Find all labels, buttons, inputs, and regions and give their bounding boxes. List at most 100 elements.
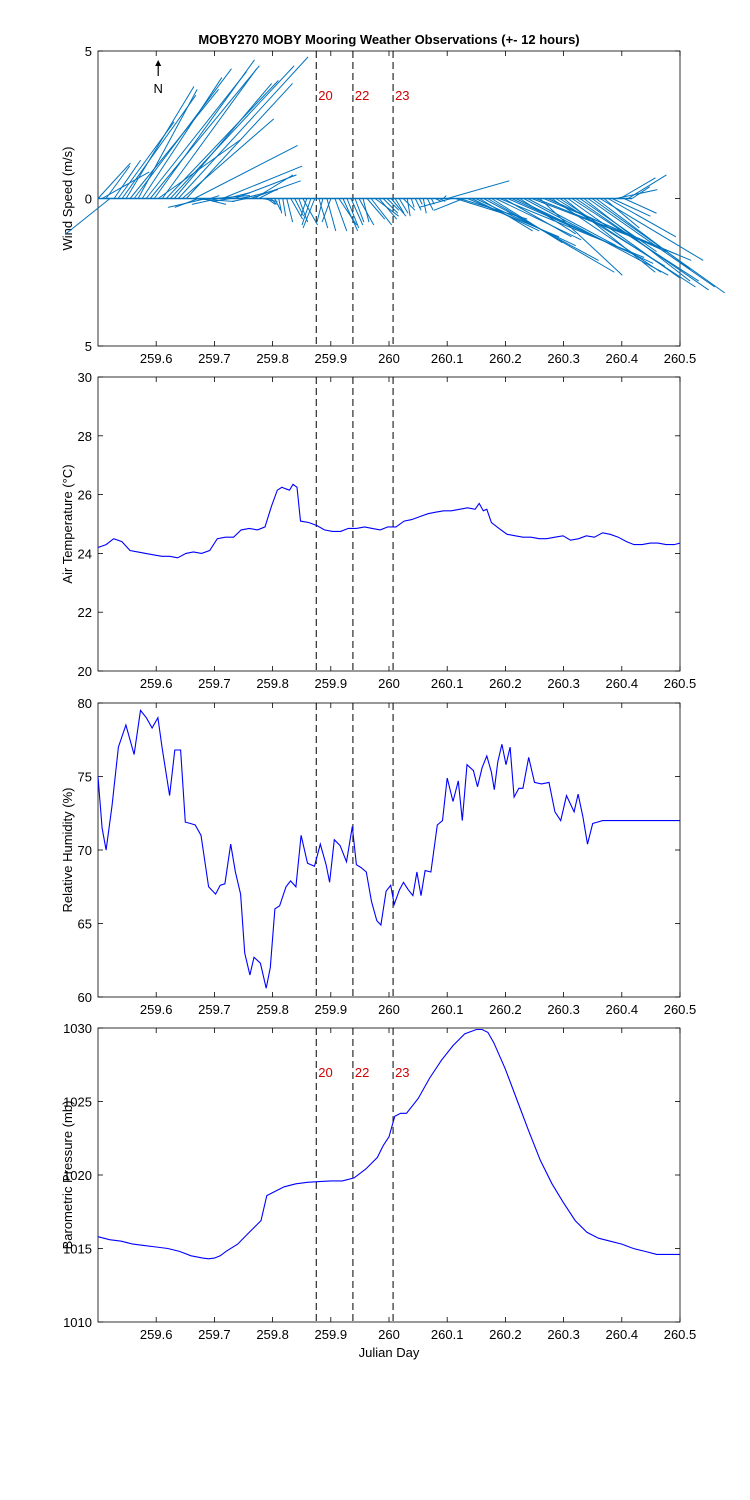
wind-stick	[149, 65, 260, 199]
wind-stick	[623, 198, 657, 214]
wind-stick	[177, 56, 309, 199]
wind-stick	[455, 198, 503, 214]
event-marker-label: 23	[395, 1065, 409, 1080]
wind-stick	[583, 198, 691, 282]
wind-stick	[447, 180, 510, 199]
x-tick-label: 259.8	[256, 676, 289, 691]
series-line	[97, 483, 681, 559]
x-tick-label: 259.7	[198, 676, 231, 691]
x-tick-label: 259.8	[256, 351, 289, 366]
wind-stick	[398, 198, 409, 214]
wind-stick	[169, 65, 295, 199]
x-tick-label: 260.3	[547, 1002, 580, 1017]
x-tick-label: 260.1	[431, 676, 464, 691]
wind-stick	[350, 198, 364, 226]
y-tick-label: 75	[78, 770, 92, 785]
wind-stick	[366, 198, 386, 220]
x-tick-label: 260.2	[489, 676, 522, 691]
y-tick-label: 1025	[63, 1095, 92, 1110]
wind-stick	[194, 144, 298, 199]
wind-stick	[316, 198, 324, 223]
y-tick-label: 28	[78, 429, 92, 444]
x-tick-label: 259.6	[140, 1327, 173, 1342]
wind-stick	[547, 198, 666, 253]
x-tick-label: 260.3	[547, 351, 580, 366]
chart-title: MOBY270 MOBY Mooring Weather Observation…	[198, 32, 579, 47]
x-tick-label: 259.7	[198, 351, 231, 366]
panel-humidity: 259.6 259.7 259.8 259.9 260 260.1 260.2 260.3 26…	[60, 696, 696, 1017]
y-tick-label: 70	[78, 843, 92, 858]
wind-stick	[378, 198, 398, 220]
wind-stick	[105, 165, 131, 199]
wind-stick	[631, 186, 651, 199]
y-tick-label: 1020	[63, 1168, 92, 1183]
event-marker-label: 20	[318, 88, 332, 103]
wind-stick	[274, 198, 282, 211]
x-tick-label: 259.9	[315, 676, 348, 691]
wind-stick	[394, 198, 405, 214]
wind-stick	[270, 198, 277, 205]
wind-stick	[173, 83, 273, 199]
north-arrow-head-icon	[155, 60, 162, 66]
wind-stick	[129, 89, 220, 199]
wind-stick	[113, 159, 142, 199]
y-tick-label: 5	[85, 339, 92, 354]
x-tick-label: 260.2	[489, 1327, 522, 1342]
wind-stick	[523, 198, 669, 276]
wind-stick	[145, 71, 247, 199]
wind-stick	[300, 198, 308, 217]
wind-stick	[121, 94, 197, 199]
x-tick-label: 259.8	[256, 1002, 289, 1017]
x-tick-label: 260	[378, 351, 400, 366]
axes-frame	[97, 1027, 681, 1323]
wind-stick	[402, 198, 416, 211]
y-tick-label: 26	[78, 488, 92, 503]
wind-stick	[334, 198, 348, 232]
wind-stick	[262, 198, 278, 202]
x-tick-label: 259.7	[198, 1327, 231, 1342]
wind-stick	[318, 198, 329, 229]
x-tick-label: 260.1	[431, 1327, 464, 1342]
y-axis-label: Wind Speed (m/s)	[60, 146, 75, 250]
wind-stick	[567, 198, 681, 279]
y-tick-label: 1030	[63, 1021, 92, 1036]
x-tick-label: 260.2	[489, 351, 522, 366]
y-tick-label: 20	[78, 664, 92, 679]
axes-frame	[97, 376, 681, 672]
y-axis-label: Barometric Pressure (mb)	[60, 1101, 75, 1250]
wind-stick	[161, 68, 258, 199]
wind-stick	[326, 198, 337, 232]
wind-stick	[382, 198, 399, 214]
y-tick-label: 60	[78, 990, 92, 1005]
wind-stick	[418, 198, 423, 205]
x-tick-label: 259.6	[140, 676, 173, 691]
event-marker-label: 20	[318, 1065, 332, 1080]
x-tick-label: 260.4	[606, 1327, 639, 1342]
wind-stick	[258, 189, 277, 199]
wind-stick	[231, 198, 247, 202]
y-tick-label: 65	[78, 917, 92, 932]
x-tick-label: 260.2	[489, 1002, 522, 1017]
wind-stick	[539, 198, 623, 276]
y-axis-label: Air Temperature (°C)	[60, 464, 75, 583]
wind-stick	[599, 198, 704, 261]
x-tick-label: 259.6	[140, 1002, 173, 1017]
wind-stick	[611, 198, 651, 217]
wind-stick	[370, 198, 393, 226]
axes-frame	[97, 702, 681, 998]
wind-stick	[286, 198, 294, 223]
x-tick-label: 260.4	[606, 676, 639, 691]
wind-stick	[185, 83, 293, 199]
wind-stick	[435, 198, 442, 202]
panel-wind: 259.6 259.7 259.8 259.9 260 260.1 260.2 260.3 26…	[60, 44, 725, 366]
wind-stick	[137, 89, 198, 199]
x-axis-label: Julian Day	[359, 1345, 420, 1360]
wind-stick	[410, 198, 415, 208]
event-marker-label: 23	[395, 88, 409, 103]
wind-stick	[338, 198, 358, 226]
wind-stick	[321, 198, 332, 223]
y-tick-label: 1010	[63, 1315, 92, 1330]
wind-stick	[619, 177, 656, 199]
wind-stick	[406, 198, 411, 217]
